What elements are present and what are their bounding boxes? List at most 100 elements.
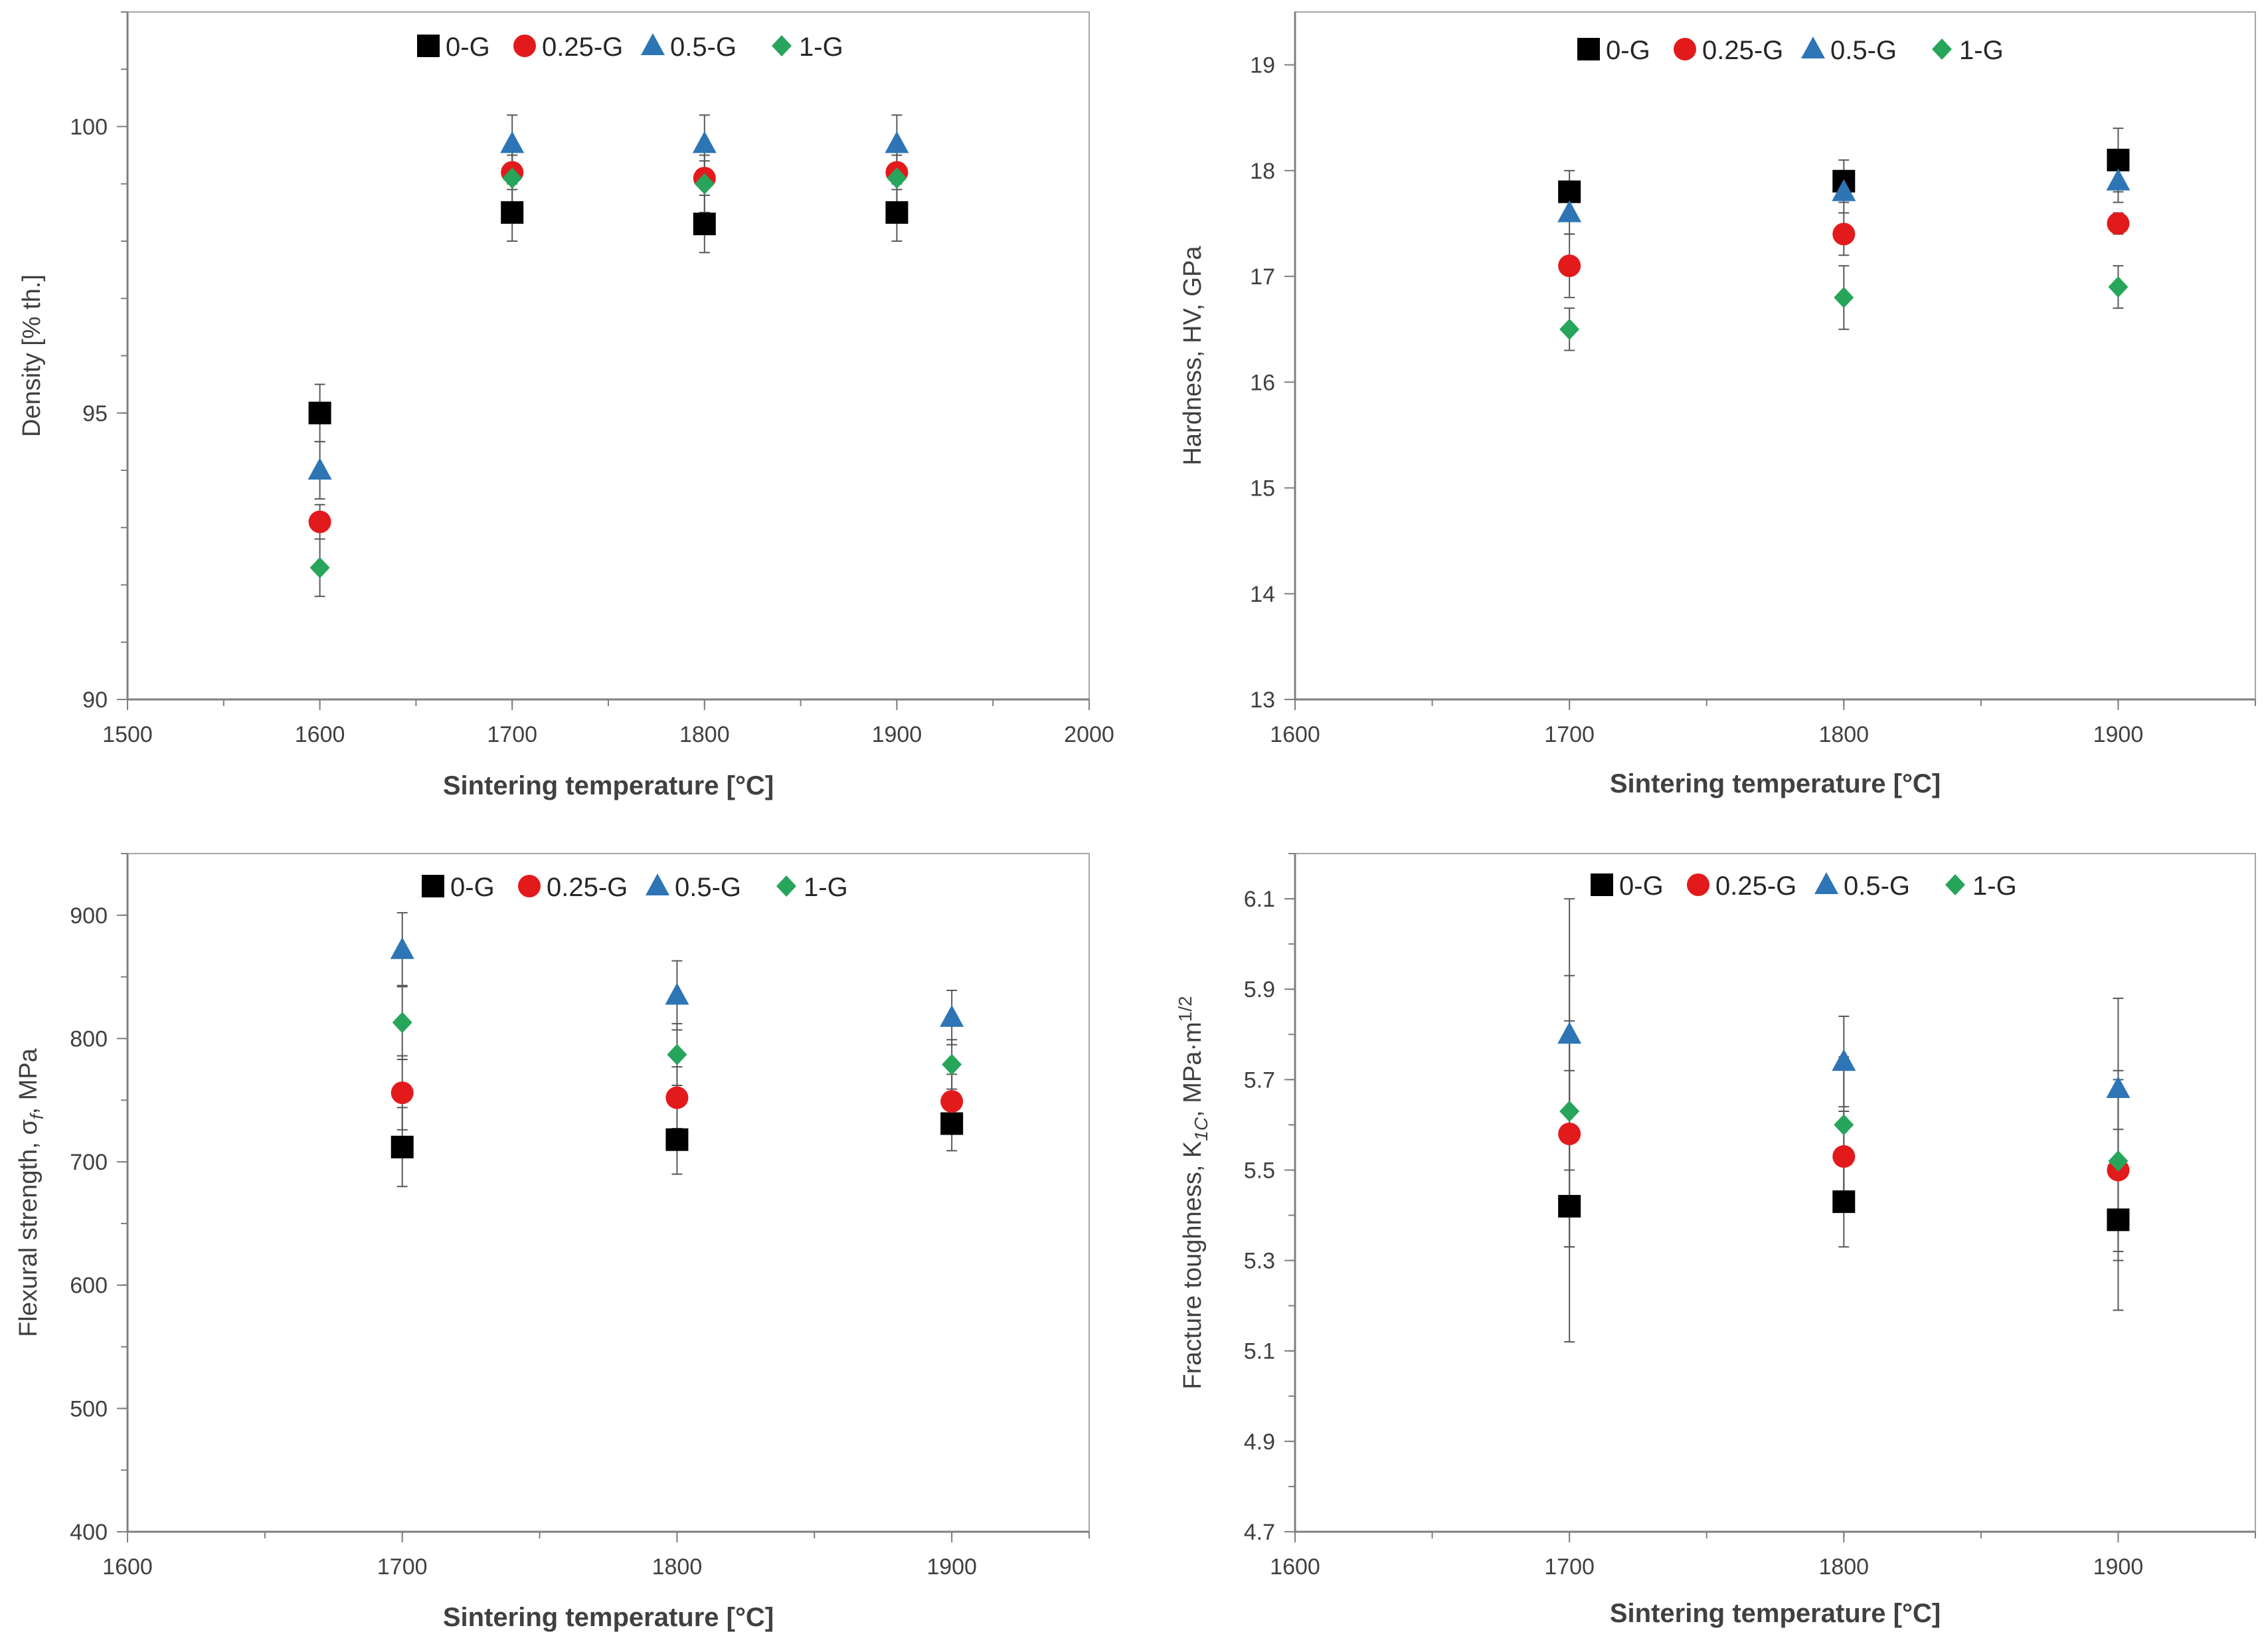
series-markers-0.5-G bbox=[1557, 1022, 2131, 1098]
plot-frame bbox=[1294, 853, 2256, 1532]
x-tick-label: 1700 bbox=[487, 722, 537, 747]
series-markers-1-G bbox=[1559, 1100, 2129, 1172]
data-point bbox=[391, 1081, 414, 1105]
data-point bbox=[693, 213, 716, 236]
data-point bbox=[665, 1128, 689, 1151]
data-point bbox=[2107, 212, 2130, 235]
data-point bbox=[2106, 1075, 2131, 1098]
y-tick-label: 16 bbox=[1250, 370, 1275, 395]
data-point bbox=[942, 1053, 962, 1075]
x-tick-label: 1600 bbox=[295, 722, 345, 747]
y-tick-label: 15 bbox=[1250, 476, 1275, 502]
series-markers-0-G bbox=[1558, 1190, 2130, 1232]
y-tick-label: 4.9 bbox=[1244, 1429, 1275, 1455]
data-point bbox=[500, 131, 525, 153]
y-tick-label: 5.7 bbox=[1244, 1067, 1275, 1093]
data-point bbox=[1832, 223, 1856, 246]
legend-marker bbox=[1801, 37, 1825, 58]
y-tick-label: 400 bbox=[70, 1520, 108, 1545]
y-tick-label: 5.1 bbox=[1244, 1339, 1275, 1364]
y-tick-label: 18 bbox=[1250, 159, 1275, 184]
legend-marker bbox=[1674, 38, 1696, 60]
data-point bbox=[692, 131, 717, 153]
y-tick-label: 4.7 bbox=[1244, 1520, 1275, 1545]
y-axis-title: Hardness, HV, GPa bbox=[1179, 246, 1207, 466]
data-point bbox=[667, 1044, 687, 1065]
chart-panel-2: 1600 1700 1800 1900 13 14 15 16 17 18 19 Sintering … bbox=[1179, 11, 2256, 798]
y-axis-title: Density [% th.] bbox=[18, 274, 46, 437]
legend-label: 0-G bbox=[1606, 36, 1650, 65]
x-tick-label: 1700 bbox=[1544, 1554, 1595, 1580]
plot-frame bbox=[127, 853, 1090, 1532]
data-point bbox=[309, 557, 330, 579]
series-markers-1-G bbox=[392, 1012, 962, 1075]
series-0.5-G bbox=[314, 114, 903, 500]
y-tick-label: 5.9 bbox=[1244, 977, 1275, 1002]
x-tick-label: 1800 bbox=[652, 1554, 703, 1580]
y-axis-title: Flexural strength, σf, MPa bbox=[15, 1048, 47, 1336]
data-point bbox=[2108, 276, 2129, 298]
data-point bbox=[1558, 1123, 1581, 1146]
legend-label: 0.5-G bbox=[1844, 871, 1910, 901]
series-markers-0.5-G bbox=[390, 937, 964, 1027]
legend-marker bbox=[1687, 873, 1709, 896]
data-point bbox=[502, 167, 523, 189]
series-markers-0.5-G bbox=[307, 131, 909, 480]
y-tick-label: 800 bbox=[70, 1026, 108, 1052]
data-point bbox=[2106, 168, 2131, 191]
chart-panel-3: 1600 1700 1800 1900 400 500 600 700 800 900 Sinter… bbox=[15, 853, 1090, 1632]
data-point bbox=[885, 201, 909, 224]
y-tick-label: 14 bbox=[1250, 582, 1275, 607]
data-point bbox=[1832, 1190, 1856, 1214]
x-tick-label: 2000 bbox=[1064, 722, 1114, 747]
data-point bbox=[940, 1004, 964, 1027]
data-point bbox=[307, 458, 332, 480]
series-markers-0.25-G bbox=[308, 161, 909, 533]
x-tick-label: 1900 bbox=[2093, 1554, 2144, 1580]
x-tick-label: 1500 bbox=[102, 722, 153, 747]
x-axis-title: Sintering temperature [°C] bbox=[443, 1603, 774, 1632]
series-0.25-G bbox=[314, 154, 903, 540]
data-point bbox=[1832, 1049, 1856, 1071]
x-tick-label: 1900 bbox=[872, 722, 922, 747]
data-point bbox=[392, 1012, 412, 1034]
y-tick-label: 90 bbox=[82, 687, 108, 713]
data-point bbox=[1557, 200, 1582, 223]
data-point bbox=[940, 1090, 964, 1113]
legend-label: 1-G bbox=[1959, 36, 2004, 65]
legend-marker bbox=[776, 875, 796, 897]
data-point bbox=[1558, 1194, 1581, 1218]
legend-marker bbox=[646, 873, 669, 895]
legend-label: 0.25-G bbox=[542, 33, 623, 62]
x-tick-label: 1800 bbox=[679, 722, 730, 747]
chart-panel-4: 1600 1700 1800 1900 4.7 4.9 5.1 5.3 5.5 5.7 5.9 6.1… bbox=[1175, 853, 2256, 1628]
series-1-G bbox=[314, 149, 903, 597]
x-tick-label: 1900 bbox=[2093, 722, 2144, 747]
legend-marker bbox=[1577, 38, 1600, 60]
legend-marker bbox=[1945, 874, 1965, 895]
legend-marker bbox=[422, 875, 444, 897]
legend: 0-G 0.25-G 0.5-G 1-G bbox=[422, 873, 848, 902]
data-point bbox=[2108, 1150, 2129, 1172]
series-markers-0.25-G bbox=[1558, 212, 2130, 278]
y-tick-label: 19 bbox=[1250, 53, 1275, 78]
data-point bbox=[1832, 179, 1856, 201]
legend-label: 0.5-G bbox=[675, 873, 741, 902]
legend-label: 0-G bbox=[1619, 871, 1664, 901]
x-tick-label: 1600 bbox=[1270, 722, 1320, 747]
legend-marker bbox=[1591, 873, 1613, 896]
data-point bbox=[694, 173, 715, 195]
x-tick-label: 1900 bbox=[926, 1554, 977, 1580]
x-tick-label: 1800 bbox=[1818, 1554, 1869, 1580]
series-markers-0-G bbox=[391, 1112, 964, 1158]
legend-marker bbox=[1932, 39, 1952, 60]
legend-label: 0-G bbox=[450, 873, 495, 902]
data-point bbox=[1559, 318, 1580, 340]
data-point bbox=[2107, 1208, 2130, 1232]
legend-label: 0.25-G bbox=[1702, 36, 1783, 65]
y-axis-title: Fracture toughness, K1C, MPa·m1/2 bbox=[1175, 996, 1211, 1389]
data-point bbox=[1834, 286, 1854, 308]
y-tick-label: 900 bbox=[70, 903, 108, 929]
legend-label: 1-G bbox=[1972, 871, 2017, 901]
